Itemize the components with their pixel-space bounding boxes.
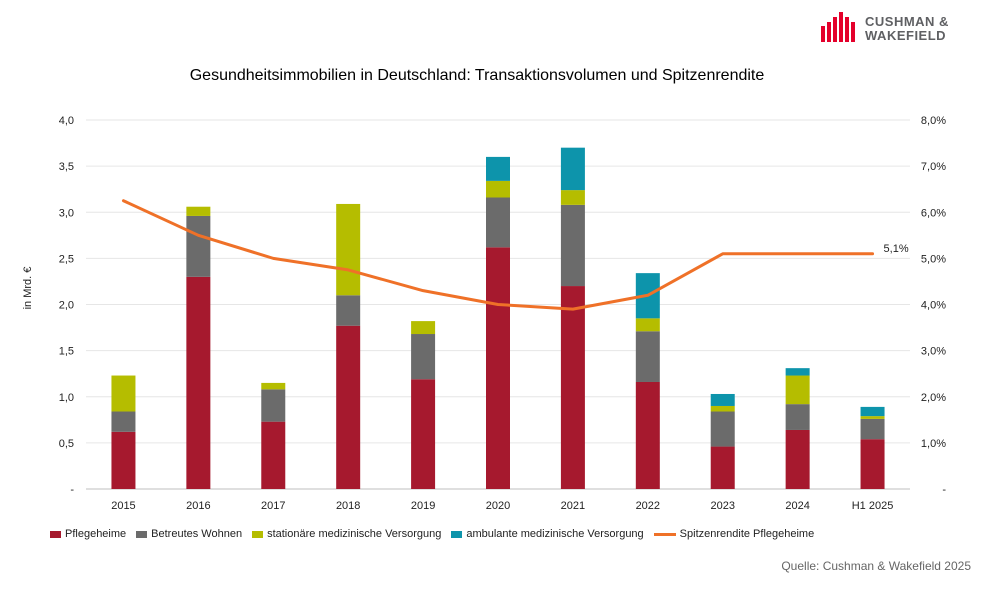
legend-item-stationaere-versorgung: stationäre medizinische Versorgung — [252, 528, 441, 540]
bar-betreutes-wohnen-2022 — [635, 331, 660, 382]
y-tick-label: 3,0 — [59, 207, 74, 219]
bar-station-re-medizinische-versorgung-2024 — [785, 375, 810, 405]
y2-tick-label: 4,0% — [921, 300, 946, 312]
legend-item-ambulante-versorgung: ambulante medizinische Versorgung — [451, 528, 644, 540]
bar-station-re-medizinische-versorgung-2015 — [111, 375, 136, 412]
bar-station-re-medizinische-versorgung-2020 — [486, 180, 510, 198]
bar-betreutes-wohnen-2020 — [486, 197, 510, 248]
bar-betreutes-wohnen-2016 — [186, 215, 211, 277]
bar-pflegeheime-2022 — [635, 381, 660, 489]
y-tick-label: 4,0 — [59, 115, 74, 127]
y2-tick-label: 1,0% — [921, 438, 946, 450]
bar-ambulante-medizinische-versorgung-2024 — [785, 368, 810, 376]
bar-station-re-medizinische-versorgung-2021 — [560, 190, 585, 205]
y-tick-label: 0,5 — [59, 438, 74, 450]
legend-label: ambulante medizinische Versorgung — [466, 528, 644, 540]
x-tick-label: 2021 — [561, 500, 585, 512]
building-logo-icon — [821, 12, 855, 42]
y2-tick-label: 2,0% — [921, 392, 946, 404]
bars — [111, 147, 885, 489]
x-tick-label: 2018 — [336, 500, 360, 512]
bar-pflegeheime-2024 — [785, 429, 810, 489]
x-tick-label: 2017 — [261, 500, 285, 512]
bar-pflegeheime-2020 — [486, 247, 510, 489]
bar-betreutes-wohnen-2017 — [261, 389, 286, 422]
company-logo: CUSHMAN & WAKEFIELD — [820, 12, 970, 44]
bar-pflegeheime-2021 — [560, 286, 585, 489]
y2-tick-label: 5,0% — [921, 253, 946, 265]
legend-label: Betreutes Wohnen — [151, 528, 243, 540]
legend-swatch — [50, 530, 61, 538]
bar-pflegeheime-2019 — [411, 379, 436, 489]
bar-pflegeheime-2016 — [186, 276, 211, 489]
bar-pflegeheime-H1-2025 — [860, 439, 885, 489]
y-tick-label: 1,5 — [59, 346, 74, 358]
bar-betreutes-wohnen-2018 — [336, 295, 361, 326]
bar-station-re-medizinische-versorgung-2017 — [261, 382, 286, 390]
y2-tick-label: 8,0% — [921, 115, 946, 127]
y-axis-label: in Mrd. € — [22, 267, 34, 310]
bar-station-re-medizinische-versorgung-2016 — [186, 206, 211, 216]
y2-tick-label: - — [942, 484, 946, 496]
chart-title: Gesundheitsimmobilien in Deutschland: Tr… — [190, 67, 765, 84]
legend-line-swatch — [653, 532, 676, 536]
y2-tick-label: 7,0% — [921, 161, 946, 173]
bar-betreutes-wohnen-2021 — [560, 204, 585, 287]
y-tick-label: 2,5 — [59, 253, 74, 265]
source-note: Quelle: Cushman & Wakefield 2025 — [781, 559, 971, 573]
y-tick-label: 1,0 — [59, 392, 74, 404]
legend-swatch — [451, 530, 463, 538]
bar-pflegeheime-2023 — [710, 446, 735, 489]
axis-labels: - - 0,5 1,0% 1,0 2,0% 1,5 3,0% 2,0 4,0% 2,5 5,0% 3,0… — [59, 115, 947, 512]
x-tick-label: 2019 — [411, 500, 435, 512]
bar-betreutes-wohnen-2015 — [111, 411, 136, 432]
bar-pflegeheime-2018 — [336, 325, 361, 489]
legend-item-spitzenrendite: Spitzenrendite Pflegeheime — [653, 528, 815, 540]
y-tick-label: 2,0 — [59, 300, 74, 312]
bar-betreutes-wohnen-2023 — [710, 411, 735, 447]
bar-station-re-medizinische-versorgung-H1-2025 — [860, 416, 885, 419]
y-tick-label: - — [70, 484, 74, 496]
bar-betreutes-wohnen-2019 — [411, 334, 436, 380]
x-tick-label: 2015 — [111, 500, 135, 512]
bar-pflegeheime-2015 — [111, 431, 136, 489]
x-tick-label: H1 2025 — [852, 500, 894, 512]
logo-text-line1: CUSHMAN & — [865, 14, 949, 29]
x-tick-label: 2024 — [785, 500, 809, 512]
legend-item-betreutes-wohnen: Betreutes Wohnen — [136, 528, 242, 540]
legend-label: Spitzenrendite Pflegeheime — [679, 528, 815, 540]
bar-pflegeheime-2017 — [261, 421, 286, 489]
legend-swatch — [136, 530, 148, 538]
x-tick-label: 2016 — [186, 500, 210, 512]
y2-tick-label: 6,0% — [921, 207, 946, 219]
legend-item-pflegeheime: Pflegeheime — [50, 528, 126, 540]
bar-betreutes-wohnen-H1-2025 — [860, 418, 885, 440]
legend-label: Pflegeheime — [65, 528, 127, 540]
spitzenrendite-line — [121, 199, 875, 311]
bar-betreutes-wohnen-2024 — [785, 404, 810, 430]
legend-swatch — [252, 530, 264, 538]
logo-text-line2: WAKEFIELD — [865, 28, 947, 43]
bar-station-re-medizinische-versorgung-2022 — [635, 318, 660, 332]
bar-ambulante-medizinische-versorgung-H1-2025 — [860, 406, 885, 417]
legend: Pflegeheime Betreutes Wohnen stationäre … — [50, 526, 824, 542]
y2-tick-label: 3,0% — [921, 346, 946, 358]
x-tick-label: 2020 — [486, 500, 510, 512]
x-tick-label: 2023 — [710, 500, 734, 512]
yield-line-layer: 5,1% — [121, 199, 909, 311]
legend-label: stationäre medizinische Versorgung — [267, 528, 442, 540]
bar-station-re-medizinische-versorgung-2023 — [710, 405, 735, 412]
bar-ambulante-medizinische-versorgung-2023 — [710, 393, 735, 406]
x-tick-label: 2022 — [636, 500, 660, 512]
bar-station-re-medizinische-versorgung-2018 — [336, 203, 361, 296]
bar-ambulante-medizinische-versorgung-2021 — [560, 147, 585, 191]
line-end-label: 5,1% — [884, 243, 909, 255]
bar-ambulante-medizinische-versorgung-2020 — [486, 156, 510, 181]
bar-station-re-medizinische-versorgung-2019 — [411, 321, 436, 335]
y-tick-label: 3,5 — [59, 161, 74, 173]
